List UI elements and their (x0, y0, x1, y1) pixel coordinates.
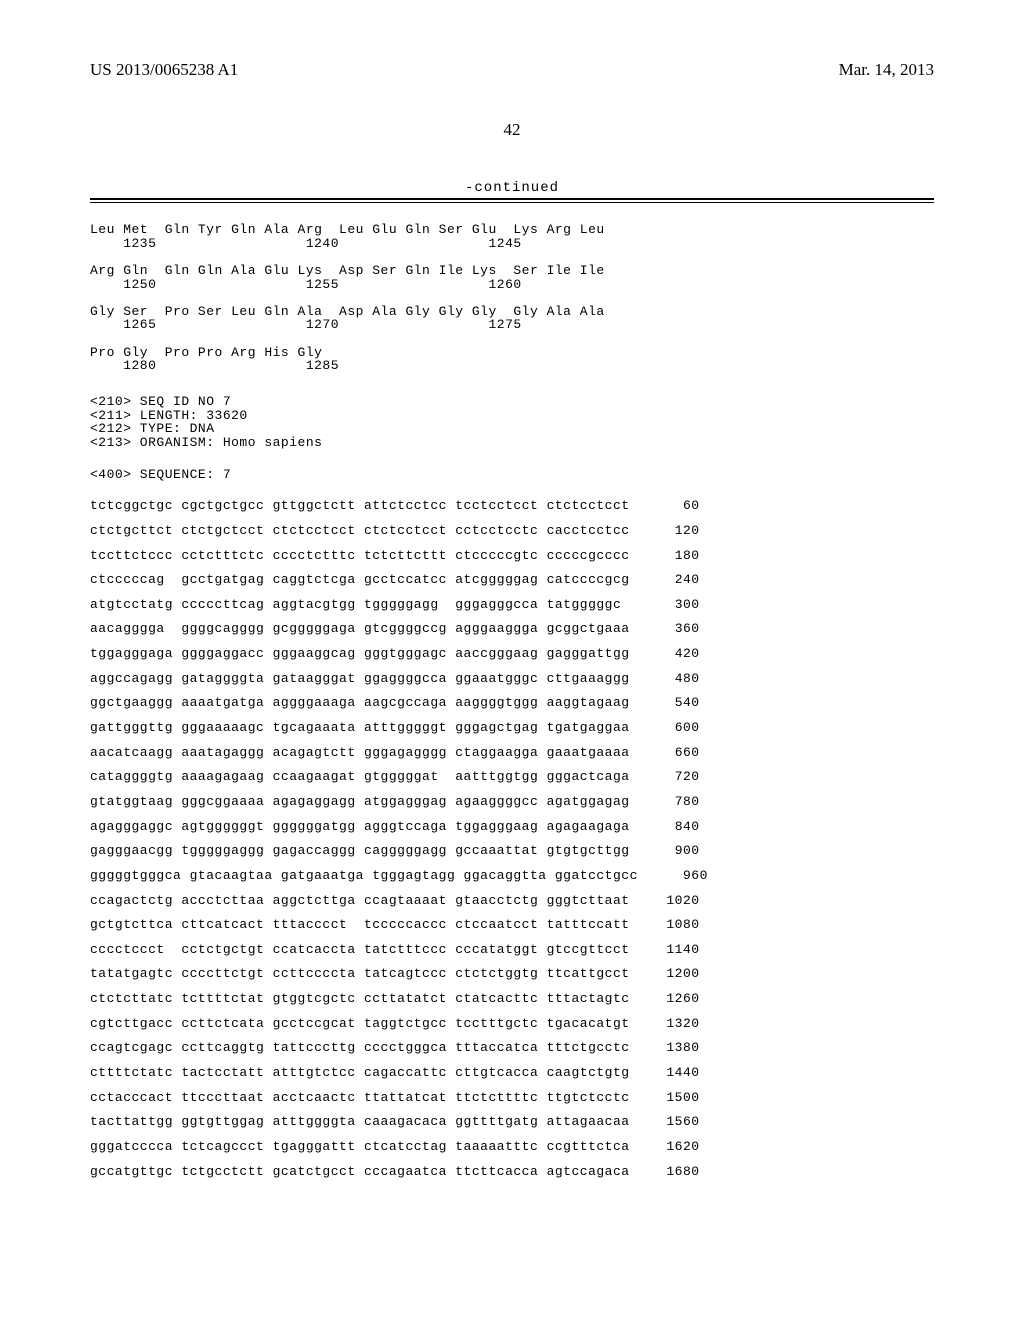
sequence-position: 1200 (630, 967, 700, 981)
sequence-row: ccagtcgagc ccttcaggtg tattcccttg cccctgg… (90, 1041, 934, 1055)
sequence-position: 1080 (630, 918, 700, 932)
sequence-row: cataggggtg aaaagagaag ccaagaagat gtggggg… (90, 770, 934, 784)
sequence-position: 1440 (630, 1066, 700, 1080)
sequence-position: 660 (630, 746, 700, 760)
sequence-position: 1560 (630, 1115, 700, 1129)
sequence-row: tacttattgg ggtgttggag atttggggta caaagac… (90, 1115, 934, 1129)
sequence-groups: aacagggga ggggcagggg gcgggggaga gtcggggc… (90, 622, 630, 636)
sequence-groups: gtatggtaag gggcggaaaa agagaggagg atggagg… (90, 795, 630, 809)
sequence-groups: gccatgttgc tctgcctctt gcatctgcct cccagaa… (90, 1165, 630, 1179)
sequence-groups: ctctgcttct ctctgctcct ctctcctcct ctctcct… (90, 524, 630, 538)
sequence-position: 480 (630, 672, 700, 686)
sequence-position: 1620 (630, 1140, 700, 1154)
sequence-row: cttttctatc tactcctatt atttgtctcc cagacca… (90, 1066, 934, 1080)
sequence-row: gtatggtaag gggcggaaaa agagaggagg atggagg… (90, 795, 934, 809)
sequence-groups: agagggaggc agtggggggt ggggggatgg agggtcc… (90, 820, 630, 834)
sequence-row: ctctgcttct ctctgctcct ctctcctcct ctctcct… (90, 524, 934, 538)
sequence-position: 1380 (630, 1041, 700, 1055)
sequence-groups: ctctcttatc tcttttctat gtggtcgctc ccttata… (90, 992, 630, 1006)
sequence-position: 540 (630, 696, 700, 710)
pub-date: Mar. 14, 2013 (839, 60, 934, 80)
sequence-groups: ccagtcgagc ccttcaggtg tattcccttg cccctgg… (90, 1041, 630, 1055)
sequence-groups: aggccagagg gataggggta gataagggat ggagggg… (90, 672, 630, 686)
sequence-groups: cccctccct cctctgctgt ccatcaccta tatctttc… (90, 943, 630, 957)
sequence-row: tctcggctgc cgctgctgcc gttggctctt attctcc… (90, 499, 934, 513)
sequence-groups: cgtcttgacc ccttctcata gcctccgcat taggtct… (90, 1017, 630, 1031)
continued-label: -continued (90, 180, 934, 196)
sequence-position: 1020 (630, 894, 700, 908)
sequence-position: 1320 (630, 1017, 700, 1031)
sequence-groups: tacttattgg ggtgttggag atttggggta caaagac… (90, 1115, 630, 1129)
sequence-groups: aacatcaagg aaatagaggg acagagtctt gggagag… (90, 746, 630, 760)
sequence-row: tccttctccc cctctttctc cccctctttc tctcttc… (90, 549, 934, 563)
sequence-groups: ccagactctg accctcttaa aggctcttga ccagtaa… (90, 894, 630, 908)
sequence-row: tatatgagtc ccccttctgt ccttccccta tatcagt… (90, 967, 934, 981)
sequence-position: 120 (630, 524, 700, 538)
sequence-row: ggctgaaggg aaaatgatga aggggaaaga aagcgcc… (90, 696, 934, 710)
pub-number: US 2013/0065238 A1 (90, 60, 238, 80)
sequence-position: 180 (630, 549, 700, 563)
meta-block: <210> SEQ ID NO 7 <211> LENGTH: 33620 <2… (90, 395, 934, 450)
sequence-row: cgtcttgacc ccttctcata gcctccgcat taggtct… (90, 1017, 934, 1031)
sequence-row: gggatcccca tctcagccct tgagggattt ctcatcc… (90, 1140, 934, 1154)
sequence-row: agagggaggc agtggggggt ggggggatgg agggtcc… (90, 820, 934, 834)
sequence-position: 600 (630, 721, 700, 735)
rule-top-thin (90, 202, 934, 203)
sequence-row: ctctcttatc tcttttctat gtggtcgctc ccttata… (90, 992, 934, 1006)
sequence-groups: cttttctatc tactcctatt atttgtctcc cagacca… (90, 1066, 630, 1080)
sequence-row: cccctccct cctctgctgt ccatcaccta tatctttc… (90, 943, 934, 957)
sequence-position: 420 (630, 647, 700, 661)
sequence-position: 1680 (630, 1165, 700, 1179)
sequence-groups: atgtcctatg cccccttcag aggtacgtgg tggggga… (90, 598, 630, 612)
rule-top-thick (90, 198, 934, 200)
sequence-position: 300 (630, 598, 700, 612)
sequence-groups: cataggggtg aaaagagaag ccaagaagat gtggggg… (90, 770, 630, 784)
sequence-row: gattgggttg gggaaaaagc tgcagaaata atttggg… (90, 721, 934, 735)
sequence-position: 1140 (630, 943, 700, 957)
sequence-groups: tatatgagtc ccccttctgt ccttccccta tatcagt… (90, 967, 630, 981)
sequence-position: 720 (630, 770, 700, 784)
sequence-position: 840 (630, 820, 700, 834)
sequence-row: gggggtgggca gtacaagtaa gatgaaatga tgggag… (90, 869, 934, 883)
sequence-groups: gggatcccca tctcagccct tgagggattt ctcatcc… (90, 1140, 630, 1154)
sequence-groups: gggggtgggca gtacaagtaa gatgaaatga tgggag… (90, 869, 638, 883)
sequence-position: 1500 (630, 1091, 700, 1105)
sequence-row: cctacccact ttcccttaat acctcaactc ttattat… (90, 1091, 934, 1105)
sequence-row: gctgtcttca cttcatcact tttacccct tcccccac… (90, 918, 934, 932)
sequence-groups: gctgtcttca cttcatcact tttacccct tcccccac… (90, 918, 630, 932)
sequence-position: 60 (630, 499, 700, 513)
sequence-groups: tggagggaga ggggaggacc gggaaggcag gggtggg… (90, 647, 630, 661)
sequence-rows: tctcggctgc cgctgctgcc gttggctctt attctcc… (90, 499, 934, 1178)
sequence-row: ctcccccag gcctgatgag caggtctcga gcctccat… (90, 573, 934, 587)
sequence-position: 1260 (630, 992, 700, 1006)
sequence-groups: tctcggctgc cgctgctgcc gttggctctt attctcc… (90, 499, 630, 513)
sequence-groups: gattgggttg gggaaaaagc tgcagaaata atttggg… (90, 721, 630, 735)
sequence-groups: ggctgaaggg aaaatgatga aggggaaaga aagcgcc… (90, 696, 630, 710)
sequence-row: atgtcctatg cccccttcag aggtacgtgg tggggga… (90, 598, 934, 612)
protein-block: Leu Met Gln Tyr Gln Ala Arg Leu Glu Gln … (90, 223, 934, 373)
sequence-row: aacagggga ggggcagggg gcgggggaga gtcggggc… (90, 622, 934, 636)
sequence-position: 900 (630, 844, 700, 858)
sequence-row: aacatcaagg aaatagaggg acagagtctt gggagag… (90, 746, 934, 760)
sequence-row: tggagggaga ggggaggacc gggaaggcag gggtggg… (90, 647, 934, 661)
sequence-row: ccagactctg accctcttaa aggctcttga ccagtaa… (90, 894, 934, 908)
sequence-row: gagggaacgg tgggggaggg gagaccaggg caggggg… (90, 844, 934, 858)
sequence-position: 360 (630, 622, 700, 636)
sequence-position: 780 (630, 795, 700, 809)
sequence-position: 240 (630, 573, 700, 587)
sequence-row: aggccagagg gataggggta gataagggat ggagggg… (90, 672, 934, 686)
sequence-row: gccatgttgc tctgcctctt gcatctgcct cccagaa… (90, 1165, 934, 1179)
sequence-groups: ctcccccag gcctgatgag caggtctcga gcctccat… (90, 573, 630, 587)
sequence-groups: tccttctccc cctctttctc cccctctttc tctcttc… (90, 549, 630, 563)
page-number: 42 (90, 120, 934, 140)
sequence-label: <400> SEQUENCE: 7 (90, 468, 934, 482)
sequence-position: 960 (638, 869, 708, 883)
sequence-groups: cctacccact ttcccttaat acctcaactc ttattat… (90, 1091, 630, 1105)
sequence-groups: gagggaacgg tgggggaggg gagaccaggg caggggg… (90, 844, 630, 858)
